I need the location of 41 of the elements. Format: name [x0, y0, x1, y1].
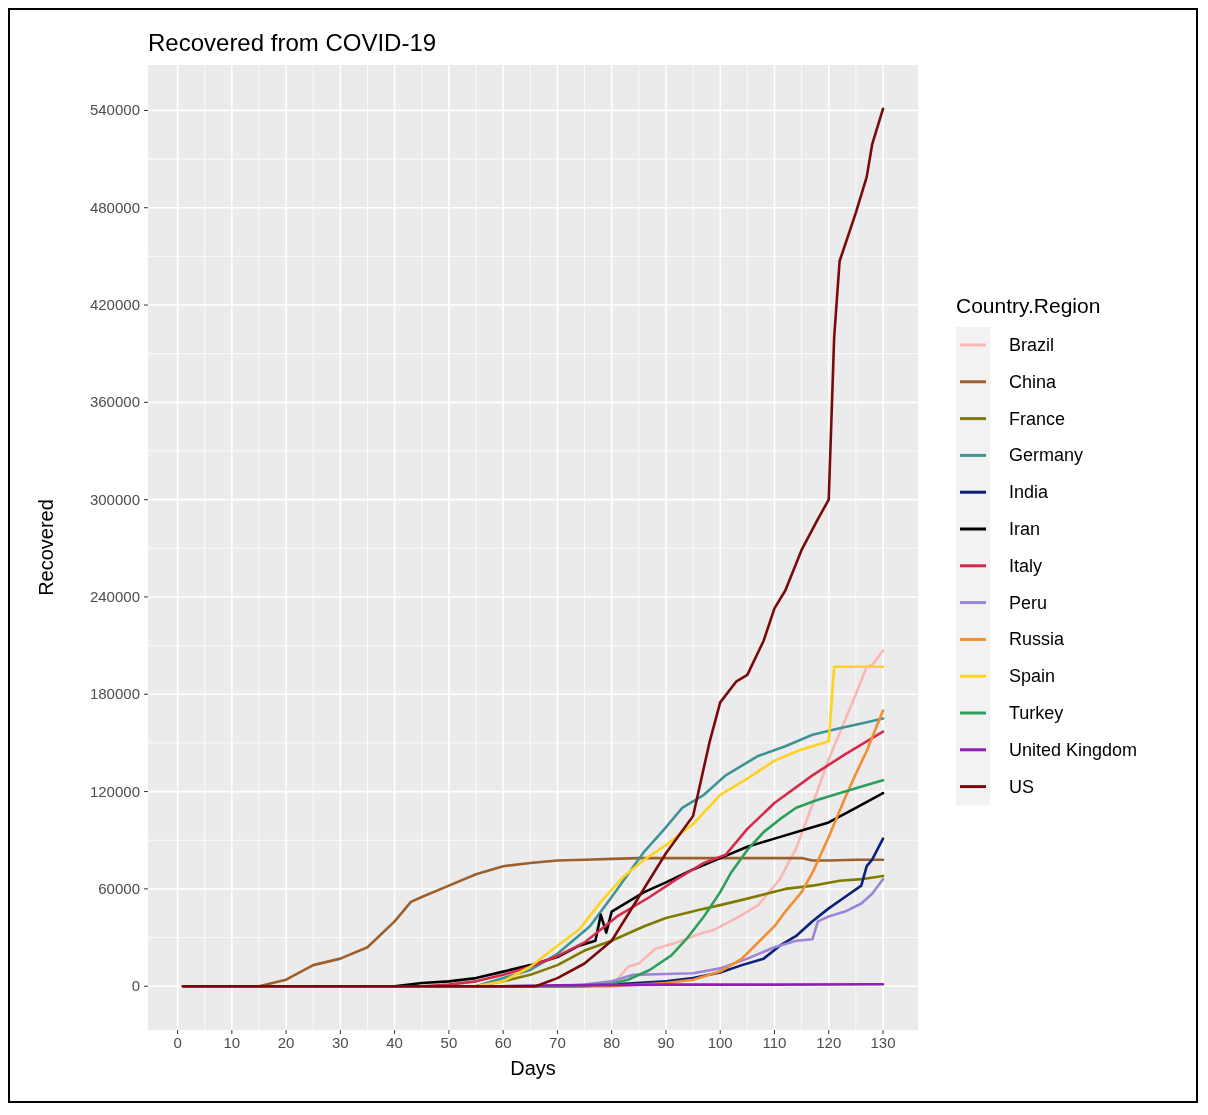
legend-label: India: [1009, 482, 1050, 503]
x-tick-label: 20: [277, 1034, 295, 1051]
y-tick-label: 360000: [89, 393, 140, 411]
y-tick-label: 300000: [89, 490, 140, 508]
x-tick-label: 110: [762, 1034, 787, 1051]
x-tick-label: 70: [549, 1034, 566, 1051]
y-tick-label: 540000: [89, 101, 140, 119]
x-tick-label: 40: [386, 1034, 403, 1051]
y-tick-label: 60000: [98, 879, 140, 897]
x-tick-label: 10: [223, 1034, 241, 1051]
y-tick-label: 420000: [89, 296, 140, 314]
y-axis-title: Recovered: [35, 499, 57, 596]
x-tick-label: 50: [440, 1034, 458, 1051]
legend-label: China: [1009, 371, 1058, 392]
x-tick-label: 60: [494, 1034, 512, 1051]
x-axis-title: Days: [510, 1057, 556, 1079]
y-tick-label: 120000: [89, 782, 140, 800]
legend-label: United Kingdom: [1009, 739, 1138, 760]
x-tick-label: 0: [173, 1034, 182, 1051]
legend-label: Russia: [1009, 629, 1066, 650]
x-tick-label: 90: [657, 1034, 675, 1051]
legend-label: France: [1009, 408, 1066, 429]
y-tick-label: 240000: [89, 587, 140, 605]
legend-label: Peru: [1009, 592, 1048, 613]
legend-label: US: [1009, 776, 1035, 797]
x-tick-label: 130: [870, 1034, 896, 1051]
x-tick-label: 120: [816, 1034, 842, 1051]
legend-title: Country.Region: [956, 294, 1101, 317]
x-tick-label: 30: [332, 1034, 349, 1051]
y-tick-label: 480000: [89, 198, 140, 216]
y-tick-label: 180000: [89, 685, 140, 703]
chart-title: Recovered from COVID-19: [148, 29, 437, 56]
x-tick-label: 100: [707, 1034, 733, 1051]
x-tick-label: 80: [603, 1034, 621, 1051]
legend-label: Spain: [1009, 666, 1056, 687]
legend-label: Iran: [1009, 519, 1041, 539]
legend-label: Italy: [1009, 555, 1043, 576]
legend-label: Brazil: [1009, 335, 1055, 355]
legend-label: Turkey: [1009, 703, 1064, 723]
y-tick-label: 0: [131, 977, 140, 995]
legend-label: Germany: [1009, 445, 1084, 466]
